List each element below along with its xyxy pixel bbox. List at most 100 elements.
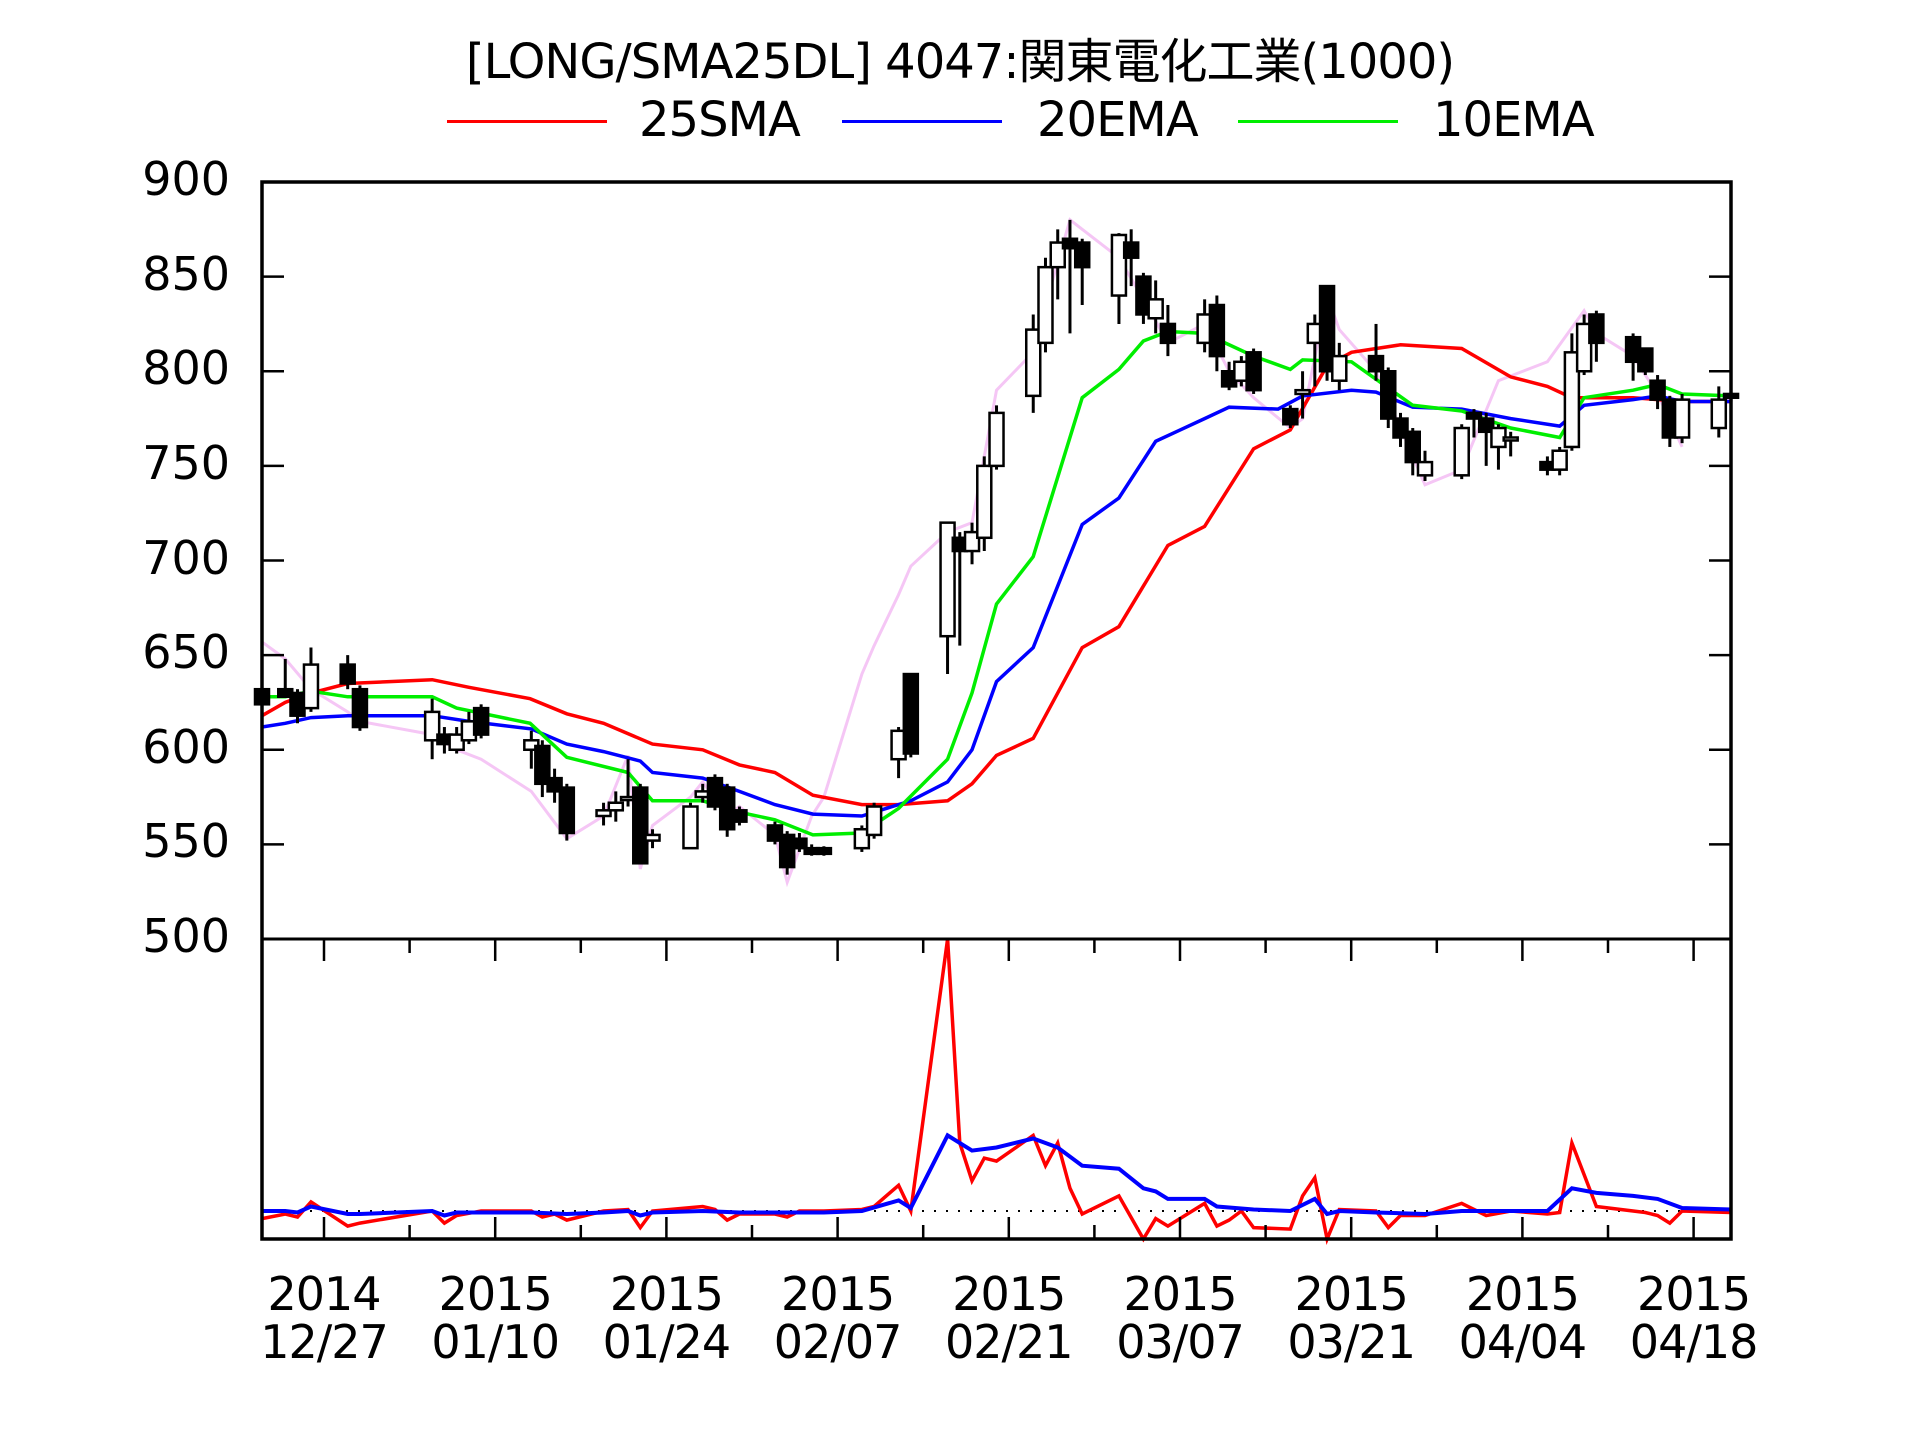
x-tick-year: 2015	[781, 1267, 895, 1321]
y-tick-label: 500	[142, 909, 230, 963]
candle-down	[1208, 303, 1226, 358]
lower-blue-line	[262, 1132, 1732, 1218]
candle-down	[1367, 354, 1385, 373]
x-tick-label: 2015 01/24	[576, 1270, 756, 1366]
candle-up	[423, 710, 441, 742]
y-tick-label: 700	[142, 530, 230, 585]
plot-frame	[260, 180, 1733, 1241]
x-tick-year: 2015	[952, 1267, 1066, 1321]
candlesticks	[253, 219, 1740, 875]
candle-down	[902, 672, 920, 755]
candle-down	[766, 824, 784, 842]
candle-down	[472, 706, 490, 736]
legend-label-20ema: 20EMA	[1037, 92, 1199, 148]
x-tick-label: 2015 01/10	[405, 1270, 585, 1366]
candle-down	[718, 786, 736, 831]
legend-label-10ema: 10EMA	[1433, 92, 1595, 148]
candle-up	[1673, 398, 1691, 439]
lower-red-line	[261, 938, 1732, 1245]
y-tick-label: 550	[142, 814, 230, 869]
candle-down	[289, 691, 306, 717]
x-tick-year: 2014	[267, 1267, 381, 1321]
x-tick-label: 2014 12/27	[234, 1270, 414, 1366]
candle-down	[1404, 430, 1421, 464]
x-tick-date: 01/10	[431, 1315, 560, 1369]
x-tick-year: 2015	[438, 1267, 553, 1321]
candle-down	[1588, 313, 1605, 345]
candle-up	[1037, 265, 1054, 345]
legend-swatch-red	[447, 120, 607, 123]
candle-down	[791, 837, 808, 850]
y-tick-label: 850	[142, 246, 230, 301]
candle-down	[1649, 379, 1666, 401]
candle-up	[1563, 351, 1581, 449]
legend-label-25sma: 25SMA	[639, 92, 801, 148]
candle-up	[1575, 322, 1593, 373]
x-tick-year: 2015	[1123, 1267, 1237, 1321]
candle-down	[1392, 417, 1409, 439]
x-tick-label: 2015 02/07	[748, 1270, 928, 1366]
candle-down	[1245, 351, 1262, 392]
candle-down	[1135, 275, 1152, 316]
candle-up	[302, 663, 320, 710]
candle-down	[1637, 347, 1654, 373]
candle-up	[853, 827, 871, 850]
plot-border	[260, 180, 1733, 1241]
candle-up	[595, 809, 612, 818]
candle-down	[731, 809, 748, 823]
candle-down	[546, 776, 563, 793]
candle-down	[351, 687, 369, 729]
candle-up	[1453, 426, 1470, 477]
candle-up	[1049, 241, 1066, 269]
candle-up	[963, 530, 981, 553]
x-tick-date: 03/07	[1116, 1315, 1245, 1369]
lower-panel	[261, 938, 1732, 1245]
candle-up	[1551, 449, 1568, 471]
legend: 25SMA 20EMA 10EMA	[0, 90, 1920, 150]
sma25-line	[261, 343, 1731, 807]
candle-up	[1710, 398, 1728, 430]
candle-down	[1122, 241, 1140, 259]
candle-up	[1502, 436, 1519, 442]
x-tick-label: 2015 02/21	[919, 1270, 1099, 1366]
candle-up	[1024, 328, 1042, 398]
candle-up	[1416, 460, 1434, 477]
candle-down	[1159, 322, 1177, 345]
y-tick-label: 600	[142, 719, 230, 774]
candle-down	[1477, 417, 1495, 434]
x-tick-label: 2015 04/04	[1432, 1270, 1612, 1366]
x-tick-date: 01/24	[602, 1315, 732, 1369]
candle-down	[778, 833, 796, 869]
candle-up	[1331, 354, 1348, 382]
y-tick-label: 800	[142, 341, 230, 396]
candle-down	[534, 744, 551, 786]
x-tick-date: 02/07	[773, 1315, 903, 1369]
candle-up	[939, 521, 956, 638]
candle-up	[865, 805, 883, 837]
x-tick-date: 12/27	[260, 1315, 389, 1369]
candle-down	[558, 786, 576, 835]
candle-down	[339, 663, 356, 685]
candle-down	[1318, 284, 1336, 373]
candle-up	[448, 733, 465, 751]
candle-down	[1465, 411, 1483, 420]
candle-up	[1294, 388, 1311, 396]
x-tick-date: 04/18	[1629, 1315, 1759, 1369]
legend-swatch-blue	[842, 120, 1002, 123]
x-tick-year: 2015	[1465, 1267, 1580, 1321]
y-tick-label: 650	[142, 625, 230, 680]
candle-up	[682, 805, 699, 850]
candle-down	[1380, 370, 1397, 420]
x-tick-year: 2015	[609, 1267, 724, 1321]
candle-down	[1073, 241, 1091, 269]
x-tick-date: 02/21	[945, 1315, 1074, 1369]
x-tick-label: 2015 03/21	[1261, 1270, 1441, 1366]
x-tick-year: 2015	[1294, 1267, 1409, 1321]
candle-up	[976, 464, 993, 540]
x-tick-date: 03/21	[1287, 1315, 1416, 1369]
x-tick-date: 04/04	[1458, 1315, 1588, 1369]
x-tick-year: 2015	[1637, 1267, 1751, 1321]
candle-up	[1147, 298, 1164, 320]
y-tick-label: 900	[142, 152, 230, 206]
